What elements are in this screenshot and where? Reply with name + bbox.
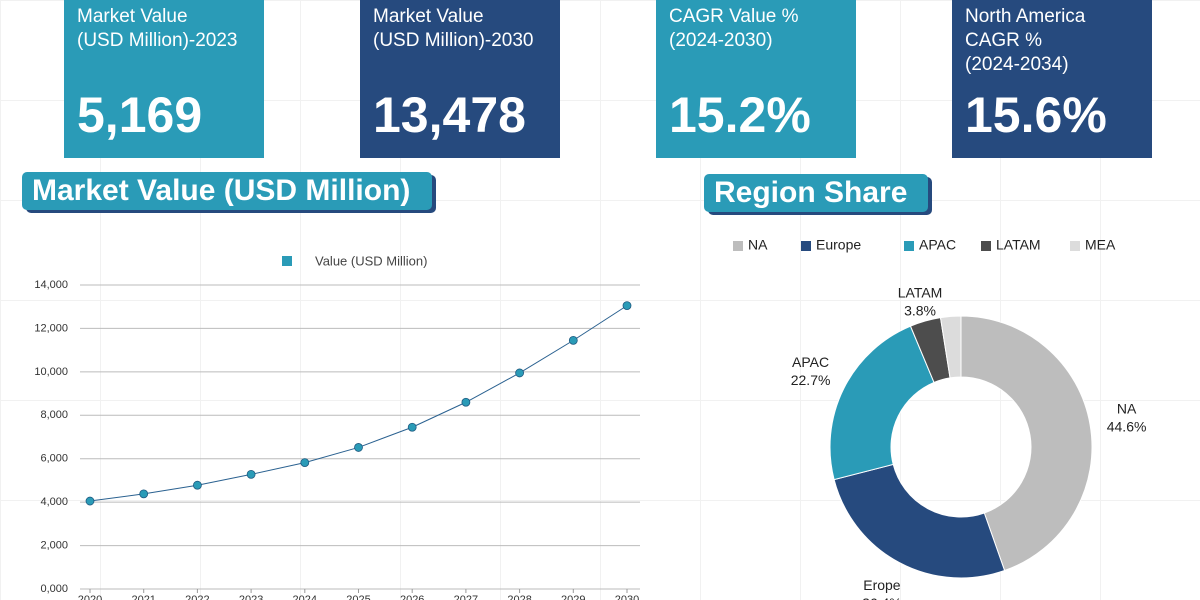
kpi-value: 15.6% [965,87,1107,143]
slice-value-label: 22.7% [791,372,831,388]
legend-label: LATAM [996,237,1041,253]
section-title-bg [22,172,432,210]
y-tick-label: 12,000 [34,322,68,334]
kpi-title: (USD Million)-2030 [373,30,534,51]
x-tick-label: 2026 [400,594,424,600]
legend-label: Europe [816,237,861,253]
kpi-title: (USD Million)-2023 [77,30,238,51]
y-tick-label: 2,000 [40,539,68,551]
kpi-title: Market Value [77,6,188,27]
legend-swatch [733,241,743,251]
point [407,422,417,432]
x-tick-label: 2020 [78,594,102,600]
section-title-bg [704,174,928,212]
point [461,397,471,407]
kpi-title: (2024-2030) [669,30,773,51]
kpi-title: North America [965,6,1086,27]
point [300,458,310,468]
slice-label: LATAM [898,284,943,300]
point [622,301,632,311]
x-tick-label: 2029 [561,594,585,600]
kpi-title: (2024-2034) [965,54,1069,75]
x-tick-label: 2021 [131,594,155,600]
y-tick-label: 0,000 [40,583,68,595]
slice-label: NA [1117,400,1137,416]
slice-value-label: 3.8% [904,302,936,318]
x-tick-label: 2022 [185,594,209,600]
y-tick-label: 6,000 [40,453,68,465]
point [246,469,256,479]
legend-label: APAC [919,237,956,253]
pie-slice [833,463,1006,579]
pie-slice [939,315,962,379]
x-tick-label: 2023 [239,594,263,600]
legend-swatch [801,241,811,251]
point [139,489,149,499]
y-tick-label: 8,000 [40,409,68,421]
kpi-value: 5,169 [77,87,202,143]
y-tick-label: 4,000 [40,496,68,508]
pie-slice [829,325,935,481]
section-title: Market Value (USD Million) [32,174,410,207]
kpi-card [360,0,560,158]
point [515,368,524,378]
kpi-value: 13,478 [373,87,526,143]
legend-swatch [981,241,991,251]
point [354,443,363,452]
legend-swatch [904,241,914,251]
kpi-title: CAGR Value % [669,6,799,27]
point [568,335,578,345]
y-tick-label: 14,000 [34,279,68,291]
legend-swatch [282,256,292,266]
x-tick-label: 2027 [454,594,478,600]
slice-label: APAC [792,354,829,370]
kpi-card [64,0,264,158]
y-tick-label: 10,000 [34,366,68,378]
point [85,496,95,506]
section-title: Region Share [714,176,907,209]
legend-label: MEA [1085,237,1116,253]
legend-label: NA [748,237,768,253]
x-tick-label: 2024 [293,594,317,600]
legend-swatch [1070,241,1080,251]
x-tick-label: 2030 [615,594,639,600]
slice-value-label: 26.4% [862,595,902,600]
kpi-title: CAGR % [965,30,1042,51]
kpi-value: 15.2% [669,87,811,143]
legend-label: Value (USD Million) [315,253,427,268]
kpi-card [952,0,1152,158]
kpi-card [656,0,856,158]
pie-slice [960,315,1093,572]
slice-value-label: 44.6% [1107,418,1147,434]
slice-label: Erope [863,577,901,593]
kpi-title: Market Value [373,6,484,27]
x-tick-label: 2028 [507,594,531,600]
line [89,305,628,502]
point [192,480,202,490]
x-tick-label: 2025 [346,594,370,600]
